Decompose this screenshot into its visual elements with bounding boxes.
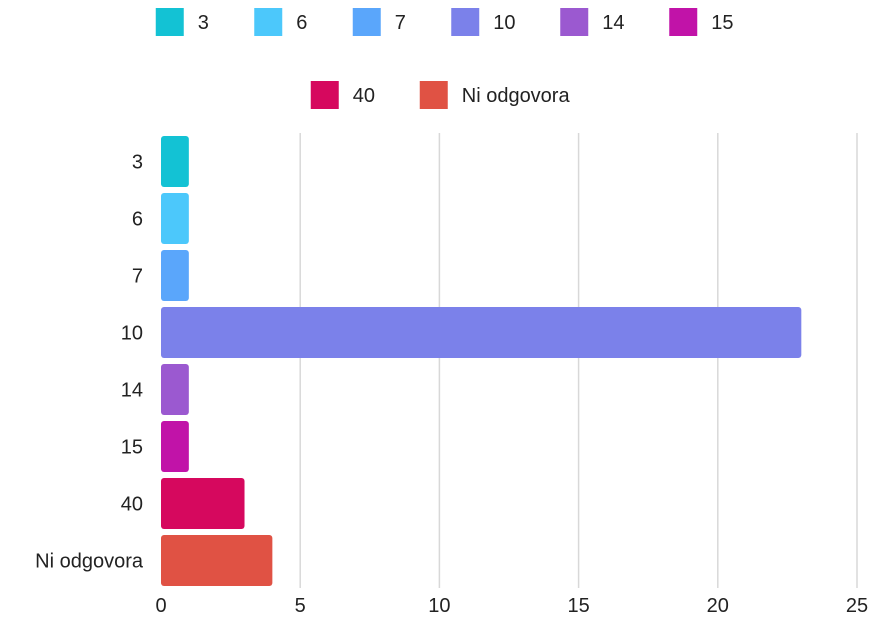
- grid: [299, 133, 858, 588]
- legend-item-6: 6: [254, 8, 307, 36]
- category-label-3: 3: [132, 152, 143, 174]
- legend-label-15: 15: [711, 12, 733, 34]
- x-tick-label-15: 15: [567, 595, 589, 617]
- legend-swatch-10: [451, 8, 480, 36]
- x-tick-label-5: 5: [295, 595, 306, 617]
- legend-label-14: 14: [602, 12, 624, 34]
- category-label-14: 14: [121, 380, 143, 402]
- legend-item-14: 14: [560, 8, 625, 36]
- legend-label-3: 3: [198, 12, 209, 34]
- category-labels: 3 6 7 10 14 15 40 Ni odgovora: [35, 152, 144, 573]
- legend-item-40: 40: [310, 81, 375, 109]
- bar-7: [161, 250, 189, 301]
- category-label-6: 6: [132, 209, 143, 231]
- legend-item-10: 10: [451, 8, 516, 36]
- legend-label-6: 6: [296, 12, 307, 34]
- x-axis-ticks: 0 5 10 15 20 25: [155, 595, 868, 617]
- bar-14: [161, 364, 189, 415]
- bar-15: [161, 421, 189, 472]
- legend-swatch-7: [352, 8, 381, 36]
- legend-item-7: 7: [352, 8, 406, 36]
- x-tick-label-20: 20: [707, 595, 729, 617]
- legend-swatch-3: [155, 8, 184, 36]
- category-label-40: 40: [121, 494, 143, 516]
- legend: 3 6 7 10 14 15 40 Ni odgovora: [155, 8, 734, 109]
- x-tick-label-10: 10: [428, 595, 450, 617]
- bar-10: [161, 307, 802, 358]
- legend-item-ni-odgovora: Ni odgovora: [419, 81, 571, 109]
- x-tick-label-0: 0: [155, 595, 166, 617]
- legend-swatch-ni-odgovora: [419, 81, 448, 109]
- legend-swatch-15: [669, 8, 698, 36]
- legend-swatch-6: [254, 8, 283, 36]
- legend-item-15: 15: [669, 8, 734, 36]
- legend-swatch-40: [310, 81, 339, 109]
- legend-swatch-14: [560, 8, 589, 36]
- bar-3: [161, 136, 189, 187]
- category-label-10: 10: [121, 323, 143, 345]
- category-label-ni-odgovora: Ni odgovora: [35, 551, 144, 573]
- bar-40: [161, 478, 245, 529]
- x-tick-label-25: 25: [846, 595, 868, 617]
- legend-label-10: 10: [493, 12, 515, 34]
- bars: [161, 136, 802, 586]
- category-label-15: 15: [121, 437, 143, 459]
- legend-label-40: 40: [353, 85, 375, 107]
- legend-item-3: 3: [155, 8, 209, 36]
- legend-label-7: 7: [395, 12, 406, 34]
- bar-6: [161, 193, 189, 244]
- category-label-7: 7: [132, 266, 143, 288]
- bar-ni-odgovora: [161, 535, 273, 586]
- legend-label-ni-odgovora: Ni odgovora: [462, 85, 571, 107]
